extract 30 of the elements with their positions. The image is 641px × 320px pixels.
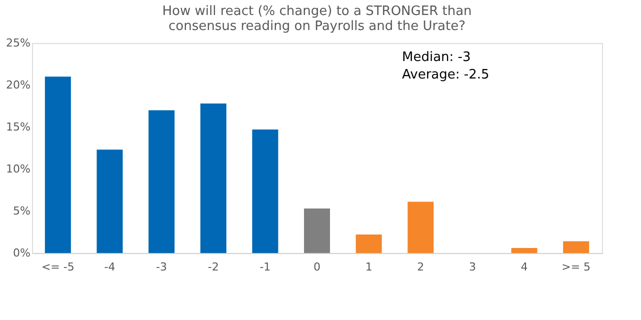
bar — [408, 202, 434, 253]
x-tick-label: -4 — [104, 260, 116, 274]
annotation: Median: -3 — [402, 50, 471, 65]
bar — [148, 110, 175, 253]
annotation: Average: -2.5 — [402, 68, 490, 82]
x-tick-label: <= -5 — [41, 260, 74, 274]
bar — [304, 208, 330, 253]
bar — [200, 103, 226, 253]
chart-title: How will react (% change) to a STRONGER than consensus reading on Payrolls and the Urate? — [162, 4, 472, 34]
y-tick-label: 25% — [6, 36, 30, 50]
bar — [356, 234, 382, 253]
x-tick-label: 0 — [314, 260, 320, 274]
x-tick-label: >= 5 — [562, 260, 591, 274]
x-tick-label: 3 — [468, 260, 476, 274]
bar — [511, 248, 538, 253]
x-tick-label: -2 — [208, 260, 219, 274]
x-tick-label: -1 — [260, 260, 271, 274]
bar — [252, 130, 278, 253]
bar — [563, 241, 590, 253]
y-tick-label: 5% — [13, 204, 30, 218]
x-tick-label: 4 — [520, 260, 528, 274]
bar — [96, 150, 123, 253]
bar — [44, 76, 71, 253]
y-tick-label: 15% — [6, 120, 30, 134]
x-tick-label: -3 — [156, 260, 168, 274]
y-tick-label: 0% — [13, 246, 30, 260]
y-tick-label: 20% — [6, 78, 30, 92]
x-tick-label: 1 — [365, 260, 372, 274]
y-tick-label: 10% — [6, 162, 30, 176]
x-tick-label: 2 — [417, 260, 424, 274]
